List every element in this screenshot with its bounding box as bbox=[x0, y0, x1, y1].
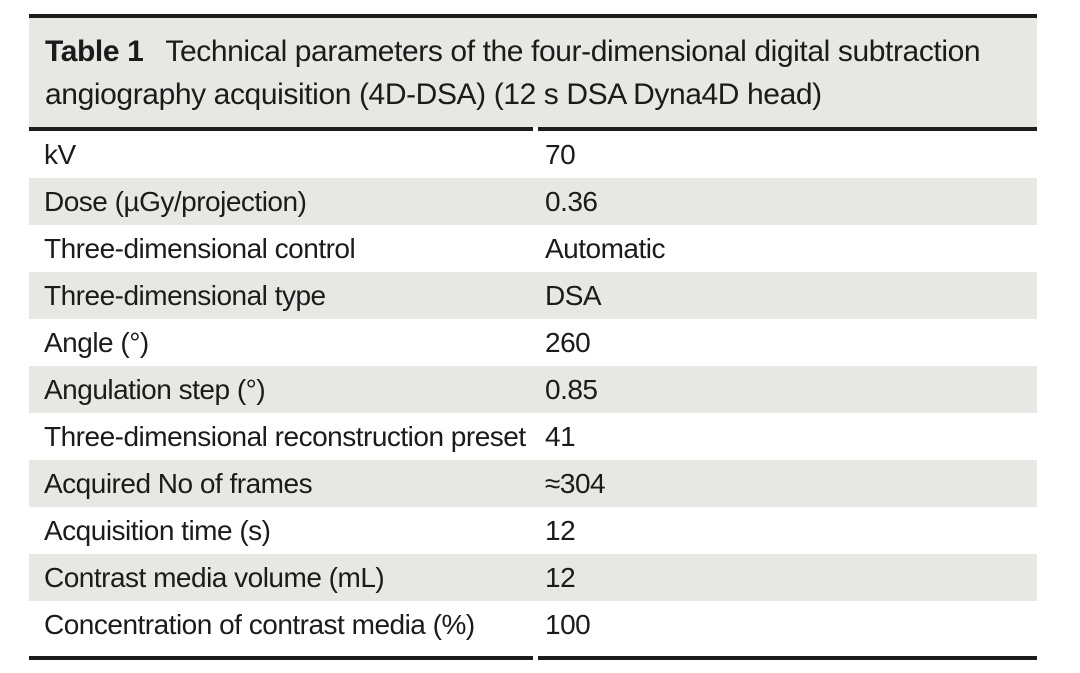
table-row: Angulation step (°) 0.85 bbox=[29, 366, 1037, 413]
value-cell: 0.36 bbox=[545, 185, 598, 217]
parameters-table: kV 70 Dose (µGy/projection) 0.36 Three-d… bbox=[29, 131, 1037, 648]
table-caption: Table 1 Technical parameters of the four-… bbox=[29, 18, 1037, 127]
table-top-rule bbox=[29, 14, 1037, 18]
value-cell: 41 bbox=[545, 420, 576, 452]
table-row: Dose (µGy/projection) 0.36 bbox=[29, 178, 1037, 225]
table-1-figure: Table 1 Technical parameters of the four-… bbox=[29, 14, 1037, 660]
table-row: Concentration of contrast media (%) 100 bbox=[29, 601, 1037, 648]
parameter-cell: Three-dimensional reconstruction preset bbox=[44, 420, 526, 452]
table-caption-text: Technical parameters of the four-dimensi… bbox=[45, 35, 981, 111]
parameter-cell: Three-dimensional control bbox=[44, 232, 356, 264]
value-cell: 12 bbox=[545, 514, 576, 546]
table-row: Three-dimensional type DSA bbox=[29, 272, 1037, 319]
parameter-cell: Three-dimensional type bbox=[44, 279, 326, 311]
value-cell: 70 bbox=[545, 138, 576, 170]
table-row: Angle (°) 260 bbox=[29, 319, 1037, 366]
table-bottom-rule bbox=[29, 656, 1037, 660]
parameter-cell: kV bbox=[44, 138, 76, 170]
parameter-cell: Acquisition time (s) bbox=[44, 514, 271, 546]
table-row: Three-dimensional reconstruction preset … bbox=[29, 413, 1037, 460]
table-row: Contrast media volume (mL) 12 bbox=[29, 554, 1037, 601]
table-row: Acquisition time (s) 12 bbox=[29, 507, 1037, 554]
table-row: Acquired No of frames ≈304 bbox=[29, 460, 1037, 507]
value-cell: 0.85 bbox=[545, 373, 598, 405]
value-cell: 12 bbox=[545, 561, 576, 593]
parameter-cell: Contrast media volume (mL) bbox=[44, 561, 385, 593]
table-label: Table 1 bbox=[45, 35, 144, 68]
rule-notch bbox=[533, 656, 538, 660]
parameter-cell: Dose (µGy/projection) bbox=[44, 185, 307, 217]
value-cell: 260 bbox=[545, 326, 591, 358]
rule-notch bbox=[533, 127, 538, 131]
header-separator-rule bbox=[29, 127, 1037, 131]
parameter-cell: Angle (°) bbox=[44, 326, 149, 358]
table-row: kV 70 bbox=[29, 131, 1037, 178]
value-cell: DSA bbox=[545, 279, 602, 311]
value-cell: Automatic bbox=[545, 232, 666, 264]
table-row: Three-dimensional control Automatic bbox=[29, 225, 1037, 272]
value-cell: 100 bbox=[545, 608, 591, 640]
parameter-cell: Acquired No of frames bbox=[44, 467, 313, 499]
parameter-cell: Angulation step (°) bbox=[44, 373, 266, 405]
bottom-gap bbox=[29, 648, 1037, 656]
value-cell: ≈304 bbox=[545, 467, 606, 499]
parameter-cell: Concentration of contrast media (%) bbox=[44, 608, 475, 640]
